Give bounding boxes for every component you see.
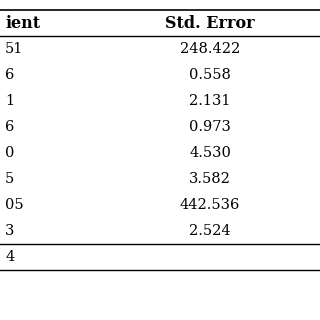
Text: 0: 0: [5, 146, 14, 160]
Text: 3: 3: [5, 224, 14, 238]
Text: 51: 51: [5, 42, 23, 56]
Text: 5: 5: [5, 172, 14, 186]
Text: 0.973: 0.973: [189, 120, 231, 134]
Text: 248.422: 248.422: [180, 42, 240, 56]
Text: 6: 6: [5, 68, 14, 82]
Text: 0.558: 0.558: [189, 68, 231, 82]
Text: 2.131: 2.131: [189, 94, 231, 108]
Text: 4: 4: [5, 250, 14, 264]
Text: 1: 1: [5, 94, 14, 108]
Text: 05: 05: [5, 198, 24, 212]
Text: 2.524: 2.524: [189, 224, 231, 238]
Text: 6: 6: [5, 120, 14, 134]
Text: Std. Error: Std. Error: [165, 14, 255, 31]
Text: 4.530: 4.530: [189, 146, 231, 160]
Text: 442.536: 442.536: [180, 198, 240, 212]
Text: ient: ient: [5, 14, 40, 31]
Text: 3.582: 3.582: [189, 172, 231, 186]
